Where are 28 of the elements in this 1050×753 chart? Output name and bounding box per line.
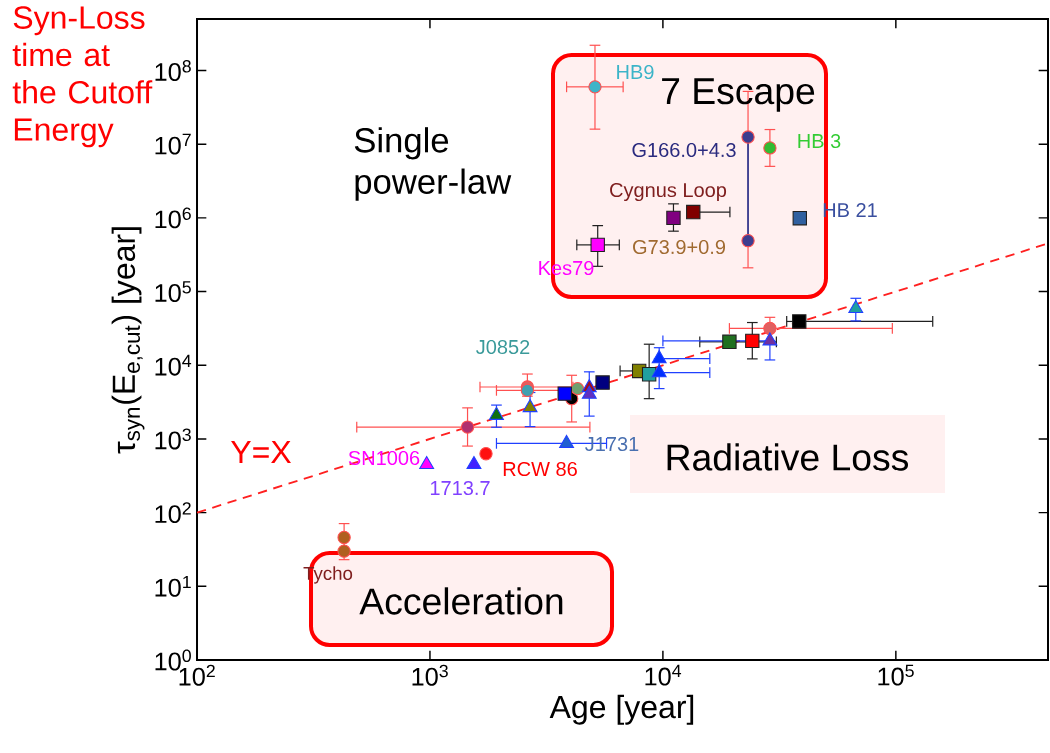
annotation: SN1006 <box>348 450 420 466</box>
x-tick-label: 10$^{4}$ <box>645 664 682 686</box>
annotation: Y=X <box>231 440 292 463</box>
annotation: Acceleration <box>359 587 563 615</box>
y-tick-label: 10$^{5}$ <box>155 281 191 302</box>
y-tick-label: 10$^{4}$ <box>155 354 192 376</box>
annotation: J0852 <box>476 339 530 355</box>
x-tick-label: 10$^{3}$ <box>412 664 448 686</box>
annotation: Cygnus Loop <box>610 182 727 202</box>
annotation: G166.0+4.3 <box>632 142 736 158</box>
annotation: Single power-law <box>354 127 512 201</box>
annotation: HB 3 <box>798 133 841 149</box>
annotation: Radiative Loss <box>667 443 909 471</box>
y-tick-label: 10$^{2}$ <box>155 502 191 524</box>
annotation: RCW 86 <box>503 461 577 477</box>
annotation: HB9 <box>617 64 654 80</box>
y-tick-label: 10$^{1}$ <box>155 575 191 597</box>
y-axis-title: τ$_{syn}$(E$_{e,cut}$) [year] <box>111 227 145 454</box>
text: Syn-Loss time at the Cutoff Energy <box>12 6 153 148</box>
x-tick-label: 10$^{5}$ <box>878 664 914 686</box>
annotation: 7 Escape <box>662 78 815 112</box>
y-tick-label: 10$^{8}$ <box>155 60 191 81</box>
annotation: G73.9+0.9 <box>633 239 726 255</box>
y-tick-label: 10$^{3}$ <box>155 428 191 450</box>
annotation: 1713.7 <box>430 480 490 496</box>
x-axis-title: Age [year] <box>549 694 694 725</box>
y-tick-label: 10$^{6}$ <box>155 207 191 229</box>
y-tick-label: 10$^{7}$ <box>155 133 191 155</box>
